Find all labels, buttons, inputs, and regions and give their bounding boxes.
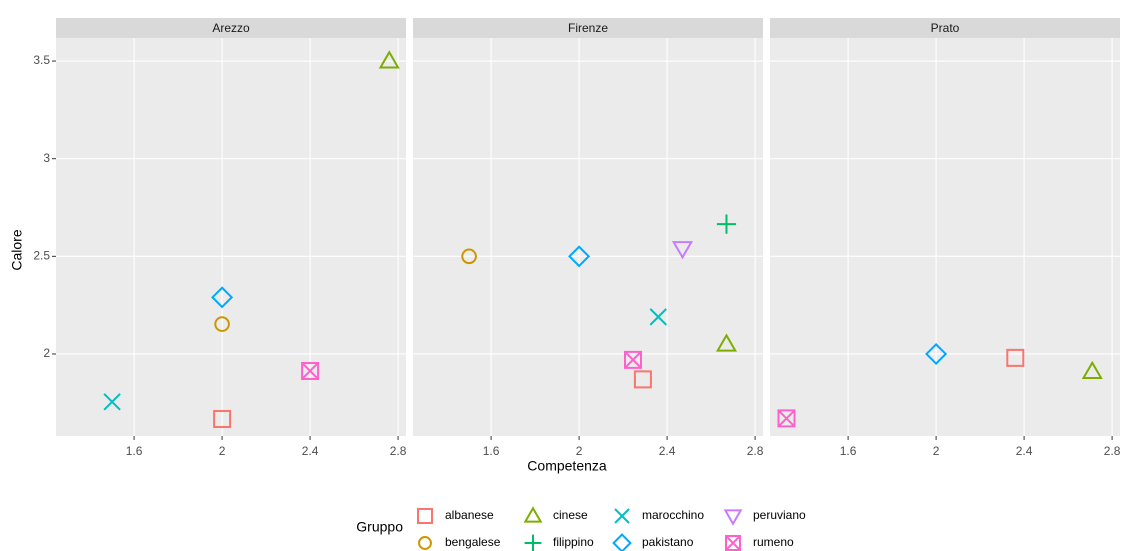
point	[103, 393, 121, 411]
facet-title: Prato	[931, 21, 960, 35]
marker-shape	[214, 316, 230, 332]
facet-title: Arezzo	[212, 21, 250, 35]
point	[649, 308, 667, 326]
x-axis-label: Competenza	[527, 458, 607, 474]
legend-label: pakistano	[642, 535, 694, 549]
marker-shape	[213, 410, 232, 429]
legend-key	[612, 533, 632, 551]
marker-shape	[523, 506, 543, 523]
marker-shape	[103, 393, 121, 411]
legend-label: albanese	[445, 508, 494, 522]
legend-label: bengalese	[445, 535, 501, 549]
point	[633, 370, 652, 389]
marker-shape	[211, 286, 234, 309]
panel-background	[770, 38, 1120, 436]
marker-shape	[612, 533, 632, 551]
x-tick-label: 2.8	[1104, 444, 1121, 458]
marker-shape	[725, 535, 741, 551]
y-tick-label: 2	[43, 346, 50, 360]
legend-key	[614, 508, 630, 524]
point	[213, 410, 232, 429]
marker-shape	[1006, 348, 1025, 367]
point	[716, 214, 737, 234]
marker-shape	[378, 50, 400, 69]
x-tick-label: 1.6	[126, 444, 143, 458]
point	[214, 316, 230, 332]
y-tick-label: 2.5	[33, 249, 50, 263]
marker-shape	[649, 308, 667, 326]
marker-shape	[461, 248, 477, 265]
marker-shape	[723, 509, 743, 526]
facet-strip	[770, 18, 1120, 38]
marker-shape	[568, 245, 591, 268]
x-tick-label: 2.4	[302, 444, 319, 458]
marker-shape	[301, 361, 320, 380]
x-tick-label: 2.8	[390, 444, 407, 458]
marker-shape	[417, 508, 433, 524]
marker-shape	[925, 342, 948, 365]
point	[568, 245, 591, 268]
facet-strip	[413, 18, 763, 38]
facet-strip	[56, 18, 406, 38]
legend-label: cinese	[553, 508, 588, 522]
point	[1006, 348, 1025, 367]
marker-shape	[716, 214, 737, 234]
y-tick-label: 3.5	[33, 53, 50, 67]
marker-shape	[418, 536, 432, 550]
x-tick-label: 2	[576, 444, 583, 458]
point	[671, 241, 694, 260]
point	[777, 409, 796, 428]
y-tick-label: 3	[43, 151, 50, 165]
x-tick-label: 2	[219, 444, 226, 458]
legend-label: peruviano	[753, 508, 806, 522]
legend-key	[523, 506, 543, 523]
x-tick-label: 2	[933, 444, 940, 458]
marker-shape	[777, 409, 796, 428]
marker-shape	[715, 333, 738, 352]
marker-shape	[524, 534, 542, 551]
point	[378, 50, 400, 69]
point	[623, 350, 642, 369]
point	[925, 342, 948, 365]
panel-background	[413, 38, 763, 436]
marker-shape	[633, 370, 652, 389]
legend-key	[418, 536, 432, 550]
panel-background	[56, 38, 406, 436]
marker-shape	[623, 350, 642, 369]
x-tick-label: 2.8	[747, 444, 764, 458]
facet-title: Firenze	[568, 21, 608, 35]
legend-label: filippino	[553, 535, 594, 549]
legend-key	[723, 509, 743, 526]
legend-key	[524, 534, 542, 551]
legend-key	[417, 508, 433, 524]
marker-shape	[1081, 360, 1103, 379]
x-tick-label: 1.6	[840, 444, 857, 458]
marker-shape	[614, 508, 630, 524]
point	[211, 286, 234, 309]
point	[301, 361, 320, 380]
legend-label: marocchino	[642, 508, 704, 522]
point	[461, 248, 477, 265]
point	[1081, 360, 1103, 379]
x-tick-label: 1.6	[483, 444, 500, 458]
legend-label: rumeno	[753, 535, 794, 549]
x-tick-label: 2.4	[659, 444, 676, 458]
point	[715, 333, 738, 352]
legend-key	[725, 535, 741, 551]
y-axis-label: Calore	[9, 229, 25, 270]
x-tick-label: 2.4	[1016, 444, 1033, 458]
marker-shape	[671, 241, 694, 260]
legend-title: Gruppo	[356, 519, 403, 535]
